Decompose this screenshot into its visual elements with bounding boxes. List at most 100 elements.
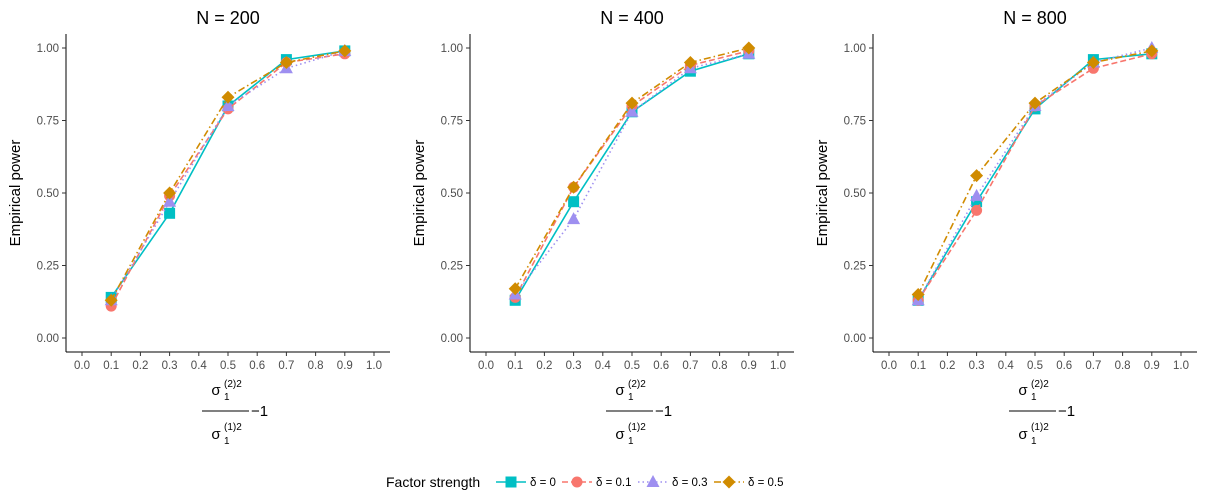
x-tick-label: 0.6 xyxy=(249,360,265,372)
panel-title: N = 800 xyxy=(1003,8,1067,28)
series-0 xyxy=(509,48,755,306)
series-0 xyxy=(105,45,351,303)
data-point xyxy=(164,207,176,219)
series-3 xyxy=(911,44,1159,301)
y-tick-label: 0.50 xyxy=(844,188,866,200)
x-label-denominator-base: σ xyxy=(211,426,221,443)
x-tick-label: 0.0 xyxy=(74,360,90,372)
x-tick-label: 0.5 xyxy=(220,360,236,372)
series-line xyxy=(917,53,1152,301)
x-label-numerator-sub: 1 xyxy=(1031,392,1037,403)
y-tick-label: 0.00 xyxy=(37,333,59,345)
data-point xyxy=(567,180,581,194)
y-tick-label: 1.00 xyxy=(844,43,866,55)
legend-key-marker xyxy=(505,476,517,488)
y-tick-label: 0.50 xyxy=(441,188,463,200)
legend-title: Factor strength xyxy=(386,474,480,490)
legend-item: δ = 0 xyxy=(496,476,556,489)
x-label-denominator-sub: 1 xyxy=(224,436,230,447)
legend-label-equals: = xyxy=(536,477,549,489)
series-1 xyxy=(509,45,755,303)
x-label-suffix: −1 xyxy=(251,403,268,420)
legend-label-equals: = xyxy=(754,477,767,489)
data-point xyxy=(742,41,756,55)
x-label-denominator-base: σ xyxy=(615,426,625,443)
series-line xyxy=(514,53,750,301)
data-point xyxy=(104,293,118,307)
legend-key-marker xyxy=(722,475,736,489)
x-tick-label: 0.4 xyxy=(595,360,612,372)
series-0 xyxy=(912,48,1158,306)
series-line xyxy=(110,50,345,298)
x-label-numerator-base: σ xyxy=(615,382,625,399)
data-point xyxy=(163,186,177,200)
panel-title: N = 400 xyxy=(600,8,664,28)
y-tick-label: 0.75 xyxy=(441,116,463,128)
legend-label-equals: = xyxy=(602,477,615,489)
series-2 xyxy=(911,41,1159,306)
legend-label: δ = 0 xyxy=(530,477,556,489)
x-tick-label: 0.8 xyxy=(308,360,324,372)
y-tick-label: 1.00 xyxy=(441,43,463,55)
x-label-denominator-sub: 1 xyxy=(628,436,634,447)
legend-key-marker xyxy=(571,476,583,488)
x-tick-label: 0.9 xyxy=(337,360,353,372)
x-tick-label: 0.1 xyxy=(507,360,523,372)
x-label-denominator-sup: (1)2 xyxy=(224,422,242,433)
data-point xyxy=(683,56,697,69)
data-point xyxy=(508,282,522,296)
x-label-suffix: −1 xyxy=(655,403,672,420)
legend-label-value: 0.3 xyxy=(692,477,708,489)
x-tick-label: 0.8 xyxy=(712,360,728,372)
panel-1: N = 400 0.00 0.25 0.50 0.75 1.00 0.0 0.1 0.2 0.3 0… xyxy=(411,8,794,447)
legend-label-equals: = xyxy=(678,477,691,489)
legend-item: δ = 0.1 xyxy=(562,476,632,489)
series-1 xyxy=(912,48,1158,306)
x-tick-label: 0.4 xyxy=(998,360,1015,372)
panel-0: N = 200 0.00 0.25 0.50 0.75 1.00 0.0 0.1 0.2 0.3 0… xyxy=(7,8,390,447)
legend-label-prefix: δ xyxy=(530,477,536,489)
x-label-numerator-base: σ xyxy=(211,382,221,399)
y-axis-label: Empirical power xyxy=(814,140,831,247)
series-1 xyxy=(105,48,351,312)
x-tick-label: 0.9 xyxy=(741,360,757,372)
legend-label-value: 0.1 xyxy=(616,477,632,489)
x-tick-label: 0.5 xyxy=(1027,360,1043,372)
series-line xyxy=(110,50,346,301)
x-tick-label: 0.1 xyxy=(910,360,926,372)
panel-title: N = 200 xyxy=(196,8,260,28)
legend-item: δ = 0.3 xyxy=(638,475,708,489)
y-tick-label: 0.00 xyxy=(441,333,463,345)
x-tick-label: 0.7 xyxy=(1085,360,1101,372)
data-point xyxy=(970,188,984,201)
x-tick-label: 0.8 xyxy=(1115,360,1131,372)
panel-2: N = 800 0.00 0.25 0.50 0.75 1.00 0.0 0.1 0.2 0.3 0… xyxy=(814,8,1197,447)
x-label-numerator-sup: (2)2 xyxy=(224,379,242,390)
y-axis-label: Empirical power xyxy=(7,140,24,247)
legend-label-value: 0 xyxy=(550,477,556,489)
legend-label: δ = 0.3 xyxy=(672,477,708,489)
x-label-numerator-sub: 1 xyxy=(224,392,230,403)
x-label-numerator-base: σ xyxy=(1018,382,1028,399)
x-tick-label: 0.2 xyxy=(536,360,552,372)
x-tick-label: 0.1 xyxy=(103,360,119,372)
series-line xyxy=(514,53,749,295)
x-tick-label: 0.0 xyxy=(478,360,494,372)
x-tick-label: 0.5 xyxy=(624,360,640,372)
x-tick-label: 0.3 xyxy=(162,360,178,372)
x-label-numerator-sup: (2)2 xyxy=(1031,379,1049,390)
legend-item: δ = 0.5 xyxy=(714,475,784,489)
series-2 xyxy=(508,46,756,300)
data-point xyxy=(567,212,581,225)
y-tick-label: 0.75 xyxy=(844,116,866,128)
x-tick-label: 0.4 xyxy=(191,360,208,372)
x-tick-label: 1.0 xyxy=(1173,360,1189,372)
series-line xyxy=(514,50,749,298)
data-point xyxy=(338,44,352,58)
series-line xyxy=(917,53,1152,301)
legend-key-marker xyxy=(646,475,660,487)
x-axis-label: σ 1(2)2σ 1(1)2−1 xyxy=(606,379,672,447)
y-tick-label: 1.00 xyxy=(37,43,59,55)
